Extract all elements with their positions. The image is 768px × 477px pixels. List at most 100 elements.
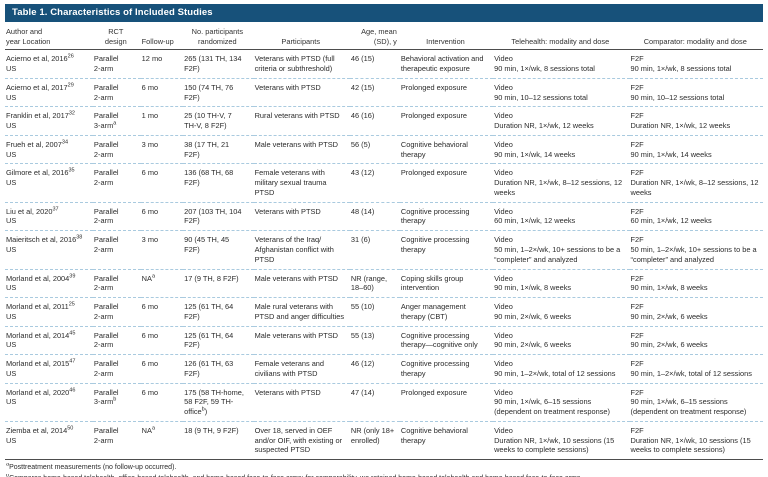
cell-rct: Parallel 2-arm <box>92 163 141 203</box>
cell-participants: Veterans with PTSD (full criteria or sub… <box>253 49 350 79</box>
cell-telehealth: Video 90 min, 1×/wk, 6–15 sessions (depe… <box>493 383 630 422</box>
cell-participants: Over 18, served in OEF and/or OIF, with … <box>254 425 343 455</box>
table-row: Frueh et al, 200734 US Parallel 2-arm 3 mo… <box>5 135 763 165</box>
cell-participants: Veterans of the Iraq/ Afghanistan confli… <box>253 230 350 270</box>
cell-participants: Female veterans and civilians with PTSD <box>253 354 350 384</box>
cell-telehealth: Video 90 min, 2×/wk, 6 weeks <box>493 297 630 327</box>
column-header-telehealth: Telehealth: modality and dose <box>493 23 630 51</box>
cell-intervention: Coping skills group intervention <box>399 269 494 299</box>
cell-telehealth: Video 90 min, 1×/wk, 8 weeks <box>493 269 630 299</box>
cell-rct: Parallel 2-arm <box>92 326 141 356</box>
cell-telehealth: Video 90 min, 1×/wk, 8 sessions total <box>493 49 630 79</box>
cell-intervention: Cognitive processing therapy <box>399 202 494 232</box>
cell-age: 56 (5) <box>349 135 400 165</box>
cell-intervention: Cognitive processing therapy <box>399 230 494 270</box>
cell-rct: Parallel 2-arm <box>92 269 141 299</box>
cell-randomized: 125 (61 TH, 64 F2F) <box>183 297 254 327</box>
cell-intervention: Anger management therapy (CBT) <box>399 297 494 327</box>
table-row: Maieritsch et al, 201638 US Parallel 2-ar… <box>5 230 763 270</box>
cell-intervention: Cognitive processing therapy <box>399 354 494 384</box>
cell-telehealth: Video 90 min, 1–2×/wk, total of 12 sessi… <box>493 354 630 384</box>
cell-age: 42 (15) <box>349 78 400 108</box>
table-body: Acierno et al, 201626 US Parallel 2-arm 12… <box>5 49 763 459</box>
cell-intervention: Prolonged exposure <box>399 106 494 136</box>
cell-age: 31 (6) <box>349 230 400 270</box>
cell-comparator: F2F 90 min, 1×/wk, 14 weeks <box>629 135 763 165</box>
cell-randomized: 126 (61 TH, 63 F2F) <box>183 354 254 384</box>
cell-rct: Parallel 2-arm <box>92 78 141 108</box>
cell-rct: Parallel 2-arm <box>92 297 141 327</box>
cell-participants: Male veterans with PTSD <box>253 326 350 356</box>
cell-randomized: 207 (103 TH, 104 F2F) <box>183 202 254 232</box>
cell-rct: Parallel 2-arm <box>93 425 119 445</box>
cell-comparator: F2F Duration NR, 1×/wk, 12 weeks <box>629 106 763 136</box>
cell-comparator: F2F 60 min, 1×/wk, 12 weeks <box>629 202 763 232</box>
cell-intervention: Cognitive behavioral therapy <box>400 425 468 445</box>
cell-participants: Veterans with PTSD <box>253 383 350 422</box>
cell-author: Gilmore et al, 201635 US <box>5 163 93 203</box>
footnote-a: aPosttreatment measurements (no follow-u… <box>6 463 177 472</box>
column-header-followup: Follow-up <box>140 23 184 51</box>
cell-participants: Veterans with PTSD <box>253 78 350 108</box>
column-header-randomized: No. participants randomized <box>183 23 254 51</box>
cell-intervention: Cognitive behavioral therapy <box>399 135 494 165</box>
column-header-intervention: Intervention <box>399 23 494 51</box>
cell-telehealth: Video 60 min, 1×/wk, 12 weeks <box>493 202 630 232</box>
cell-telehealth: Video Duration NR, 1×/wk, 8–12 sessions,… <box>493 163 630 203</box>
cell-rct: Parallel 3-arma <box>92 106 141 136</box>
table-row: Acierno et al, 201729 US Parallel 2-arm 6 … <box>5 78 763 108</box>
cell-intervention: Behavioral activation and therapeutic ex… <box>399 49 494 79</box>
table-row: Morland et al, 200439 US Parallel 2-arm NA… <box>5 269 763 299</box>
cell-participants: Male veterans with PTSD <box>253 135 350 165</box>
column-header-comparator: Comparator: modality and dose <box>629 23 763 51</box>
cell-rct: Parallel 2-arm <box>92 202 141 232</box>
cell-participants: Male rural veterans with PTSD and anger … <box>253 297 350 327</box>
table-row: Ziemba et al, 201450 US Parallel 2-arm NAa… <box>5 421 763 459</box>
table-row: Franklin et al, 201732 US Parallel 3-arma… <box>5 106 763 136</box>
cell-followup: 6 mo <box>140 354 184 384</box>
table-row: Gilmore et al, 201635 US Parallel 2-arm 6 … <box>5 163 763 203</box>
cell-comparator: F2F 90 min, 1–2×/wk, total of 12 session… <box>629 354 763 384</box>
cell-followup: 6 mo <box>140 383 184 422</box>
cell-telehealth: Video 50 min, 1–2×/wk, 10+ sessions to b… <box>493 230 630 270</box>
cell-randomized: 25 (10 TH-V, 7 TH-V, 8 F2F) <box>183 106 254 136</box>
table-title-bar: Table 1. Characteristics of Included Stu… <box>5 4 763 22</box>
cell-telehealth: Video 90 min, 1×/wk, 14 weeks <box>493 135 630 165</box>
cell-randomized: 150 (74 TH, 76 F2F) <box>183 78 254 108</box>
footnote-b: bCompares home-based telehealth, office-… <box>6 473 582 477</box>
cell-author: Ziemba et al, 201450 US <box>6 425 74 445</box>
cell-followup: 3 mo <box>140 135 184 165</box>
cell-comparator: F2F 90 min, 2×/wk, 6 weeks <box>629 297 763 327</box>
cell-age: NR (range, 18–60) <box>349 269 400 299</box>
cell-age: 43 (12) <box>349 163 400 203</box>
cell-followup: NAa <box>141 425 156 435</box>
cell-author: Morland et al, 201445 US <box>5 326 93 356</box>
cell-followup: 6 mo <box>140 202 184 232</box>
cell-telehealth: Video Duration NR, 1×/wk, 10 sessions (1… <box>494 425 615 455</box>
table-header: Author and year Location RCT design Foll… <box>5 23 763 51</box>
cell-randomized: 265 (131 TH, 134 F2F) <box>183 49 254 79</box>
table-row: Acierno et al, 201626 US Parallel 2-arm 12… <box>5 49 763 79</box>
cell-telehealth: Video 90 min, 10–12 sessions total <box>493 78 630 108</box>
cell-author: Frueh et al, 200734 US <box>5 135 93 165</box>
cell-participants: Veterans with PTSD <box>253 202 350 232</box>
cell-author: Liu et al, 202037 US <box>5 202 93 232</box>
cell-age: 55 (10) <box>349 297 400 327</box>
cell-age: 55 (13) <box>349 326 400 356</box>
cell-comparator: F2F Duration NR, 1×/wk, 8–12 sessions, 1… <box>629 163 763 203</box>
cell-followup: 6 mo <box>140 163 184 203</box>
cell-age: 46 (15) <box>349 49 400 79</box>
cell-randomized: 175 (58 TH-home, 58 F2F, 59 TH-officeb) <box>183 383 254 422</box>
cell-telehealth: Video Duration NR, 1×/wk, 12 weeks <box>493 106 630 136</box>
cell-author: Morland et al, 201125 US <box>5 297 93 327</box>
cell-intervention: Prolonged exposure <box>399 163 494 203</box>
cell-author: Maieritsch et al, 201638 US <box>5 230 93 270</box>
cell-randomized: 17 (9 TH, 8 F2F) <box>183 269 254 299</box>
cell-age: 46 (16) <box>349 106 400 136</box>
cell-author: Acierno et al, 201729 US <box>5 78 93 108</box>
cell-followup: NAa <box>140 269 184 299</box>
cell-comparator: F2F 90 min, 1×/wk, 8 sessions total <box>629 49 763 79</box>
cell-intervention: Cognitive processing therapy—cognitive o… <box>399 326 494 356</box>
table-row: Morland et al, 201445 US Parallel 2-arm 6 … <box>5 326 763 356</box>
